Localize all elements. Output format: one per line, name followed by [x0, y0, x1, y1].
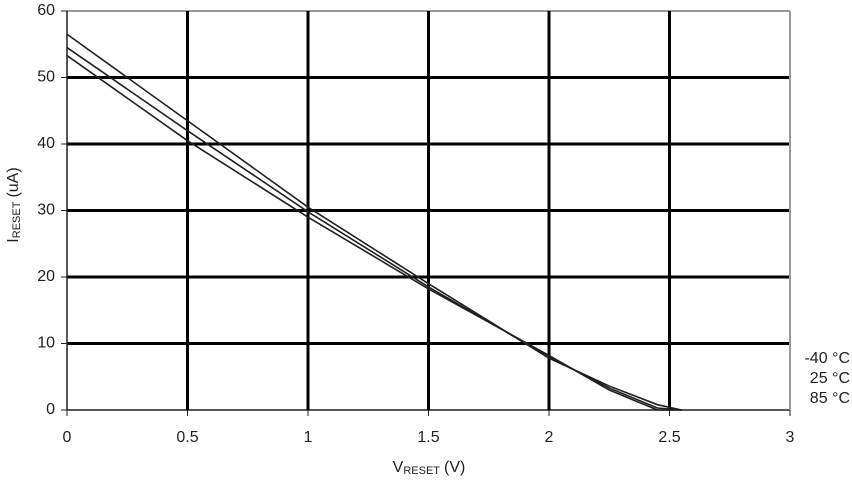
- x-tick-label: 3: [786, 429, 795, 446]
- x-label-sub: RESET: [403, 465, 440, 477]
- x-tick-label: 0: [63, 429, 72, 446]
- x-tick-label: 0.5: [176, 429, 198, 446]
- y-tick-label: 20: [37, 268, 55, 285]
- y-label-main: I: [5, 238, 22, 242]
- y-tick-label: 30: [37, 202, 55, 219]
- x-tick-label: 2.5: [658, 429, 680, 446]
- series-line: [66, 33, 682, 411]
- x-tick-label: 1.5: [417, 429, 439, 446]
- y-tick-label: 10: [37, 335, 55, 352]
- x-tick-label: 2: [545, 429, 554, 446]
- legend-label: 25 °C: [810, 370, 850, 387]
- y-label-sub: RESET: [11, 201, 23, 238]
- legend-label: -40 °C: [804, 350, 850, 367]
- series-line: [66, 46, 682, 411]
- x-tick-label: 1: [304, 429, 313, 446]
- y-tick-label: 60: [37, 2, 55, 19]
- legend-label: 85 °C: [810, 390, 850, 407]
- y-tick-label: 50: [37, 69, 55, 86]
- series-line: [66, 54, 682, 411]
- y-label-unit: (uA): [5, 167, 22, 197]
- y-axis-label: IRESET (uA): [5, 167, 23, 242]
- y-tick-label: 40: [37, 135, 55, 152]
- y-tick-label: 0: [46, 401, 55, 418]
- x-axis-label: VRESET (V): [393, 459, 466, 477]
- x-label-unit: (V): [444, 459, 465, 476]
- x-label-main: V: [393, 459, 404, 476]
